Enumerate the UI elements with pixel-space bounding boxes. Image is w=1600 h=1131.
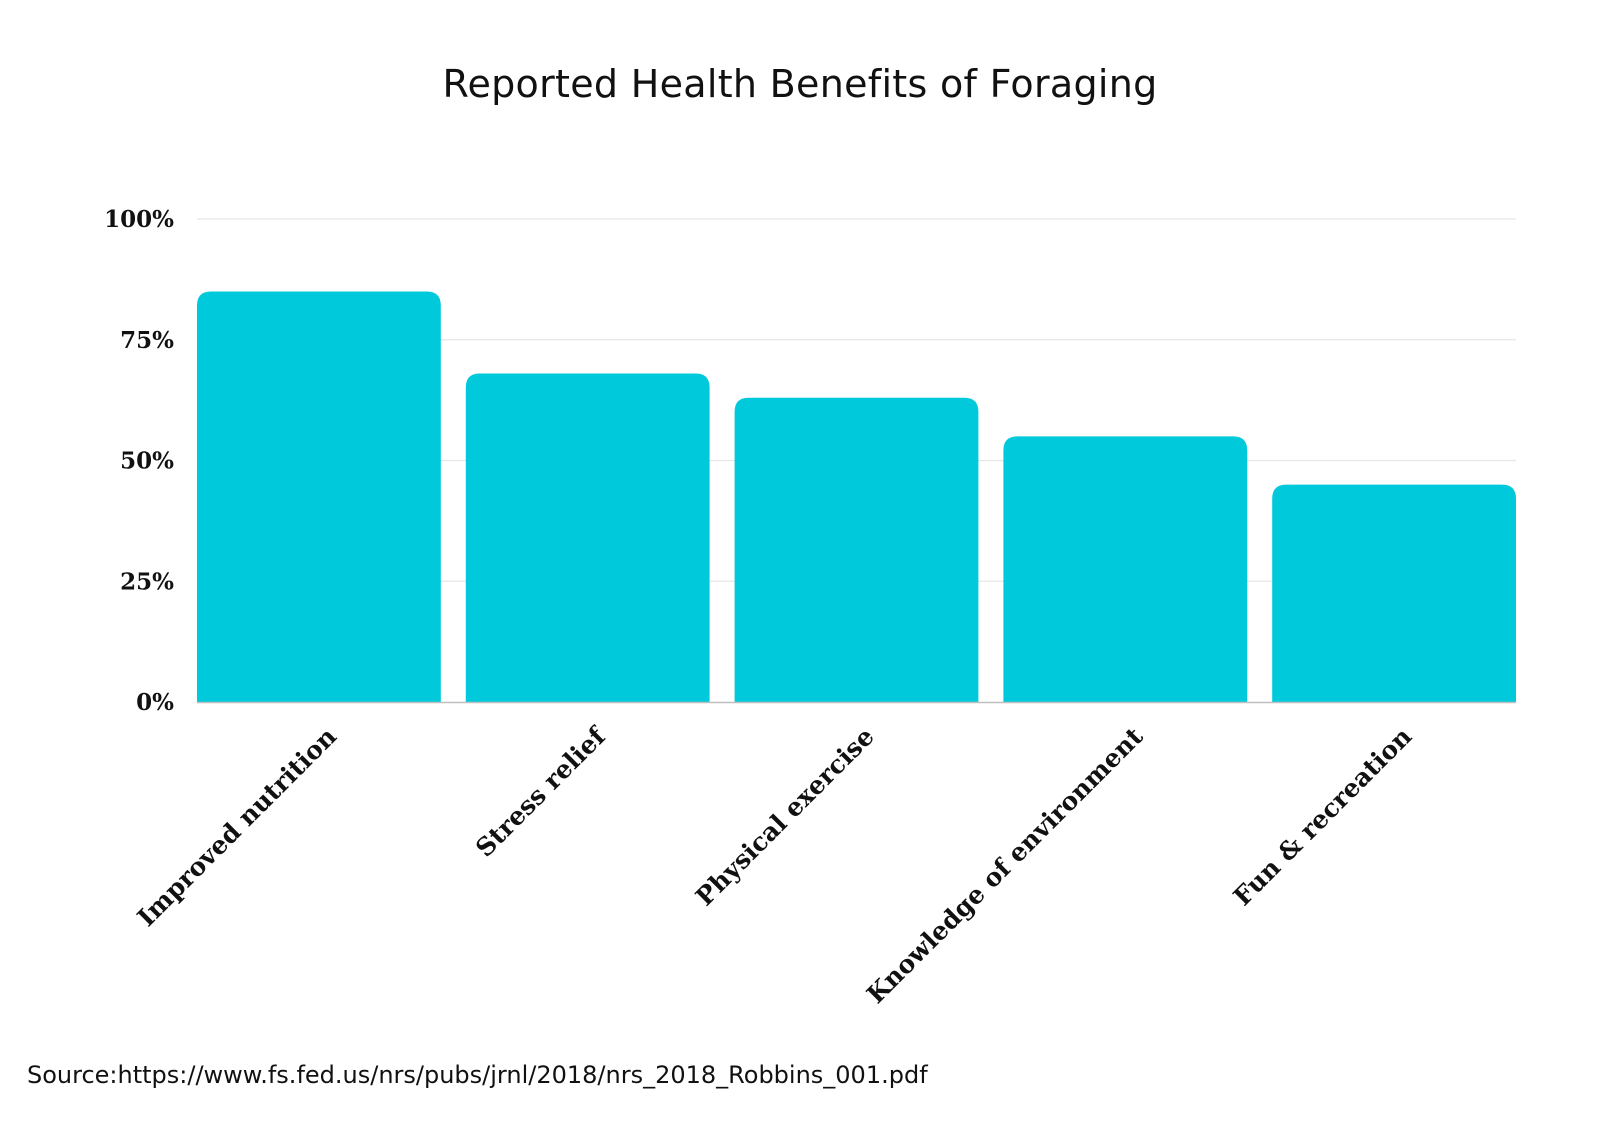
bar: [1003, 436, 1248, 702]
y-tick-label: 50%: [120, 448, 174, 475]
x-axis-labels: Improved nutrition Stress relief Physical …: [132, 720, 1418, 1009]
y-tick-label: 0%: [136, 689, 174, 716]
y-tick-label: 100%: [104, 206, 174, 233]
x-category-label: Knowledge of environment: [861, 721, 1149, 1009]
bar: [734, 397, 979, 702]
bar: [197, 291, 441, 702]
bars: [197, 291, 1516, 702]
y-tick-label: 25%: [120, 568, 174, 595]
bar: [465, 373, 710, 702]
bar: [1272, 484, 1516, 702]
x-category-label: Physical exercise: [690, 722, 880, 912]
x-category-label: Fun & recreation: [1228, 722, 1418, 912]
y-axis-ticks: 0% 25% 50% 75% 100%: [104, 206, 174, 716]
x-category-label: Improved nutrition: [132, 722, 342, 932]
y-tick-label: 75%: [120, 327, 174, 354]
x-category-label: Stress relief: [470, 720, 612, 862]
source-note: Source:https://www.fs.fed.us/nrs/pubs/jr…: [27, 1061, 928, 1089]
chart-title: Reported Health Benefits of Foraging: [442, 62, 1158, 106]
